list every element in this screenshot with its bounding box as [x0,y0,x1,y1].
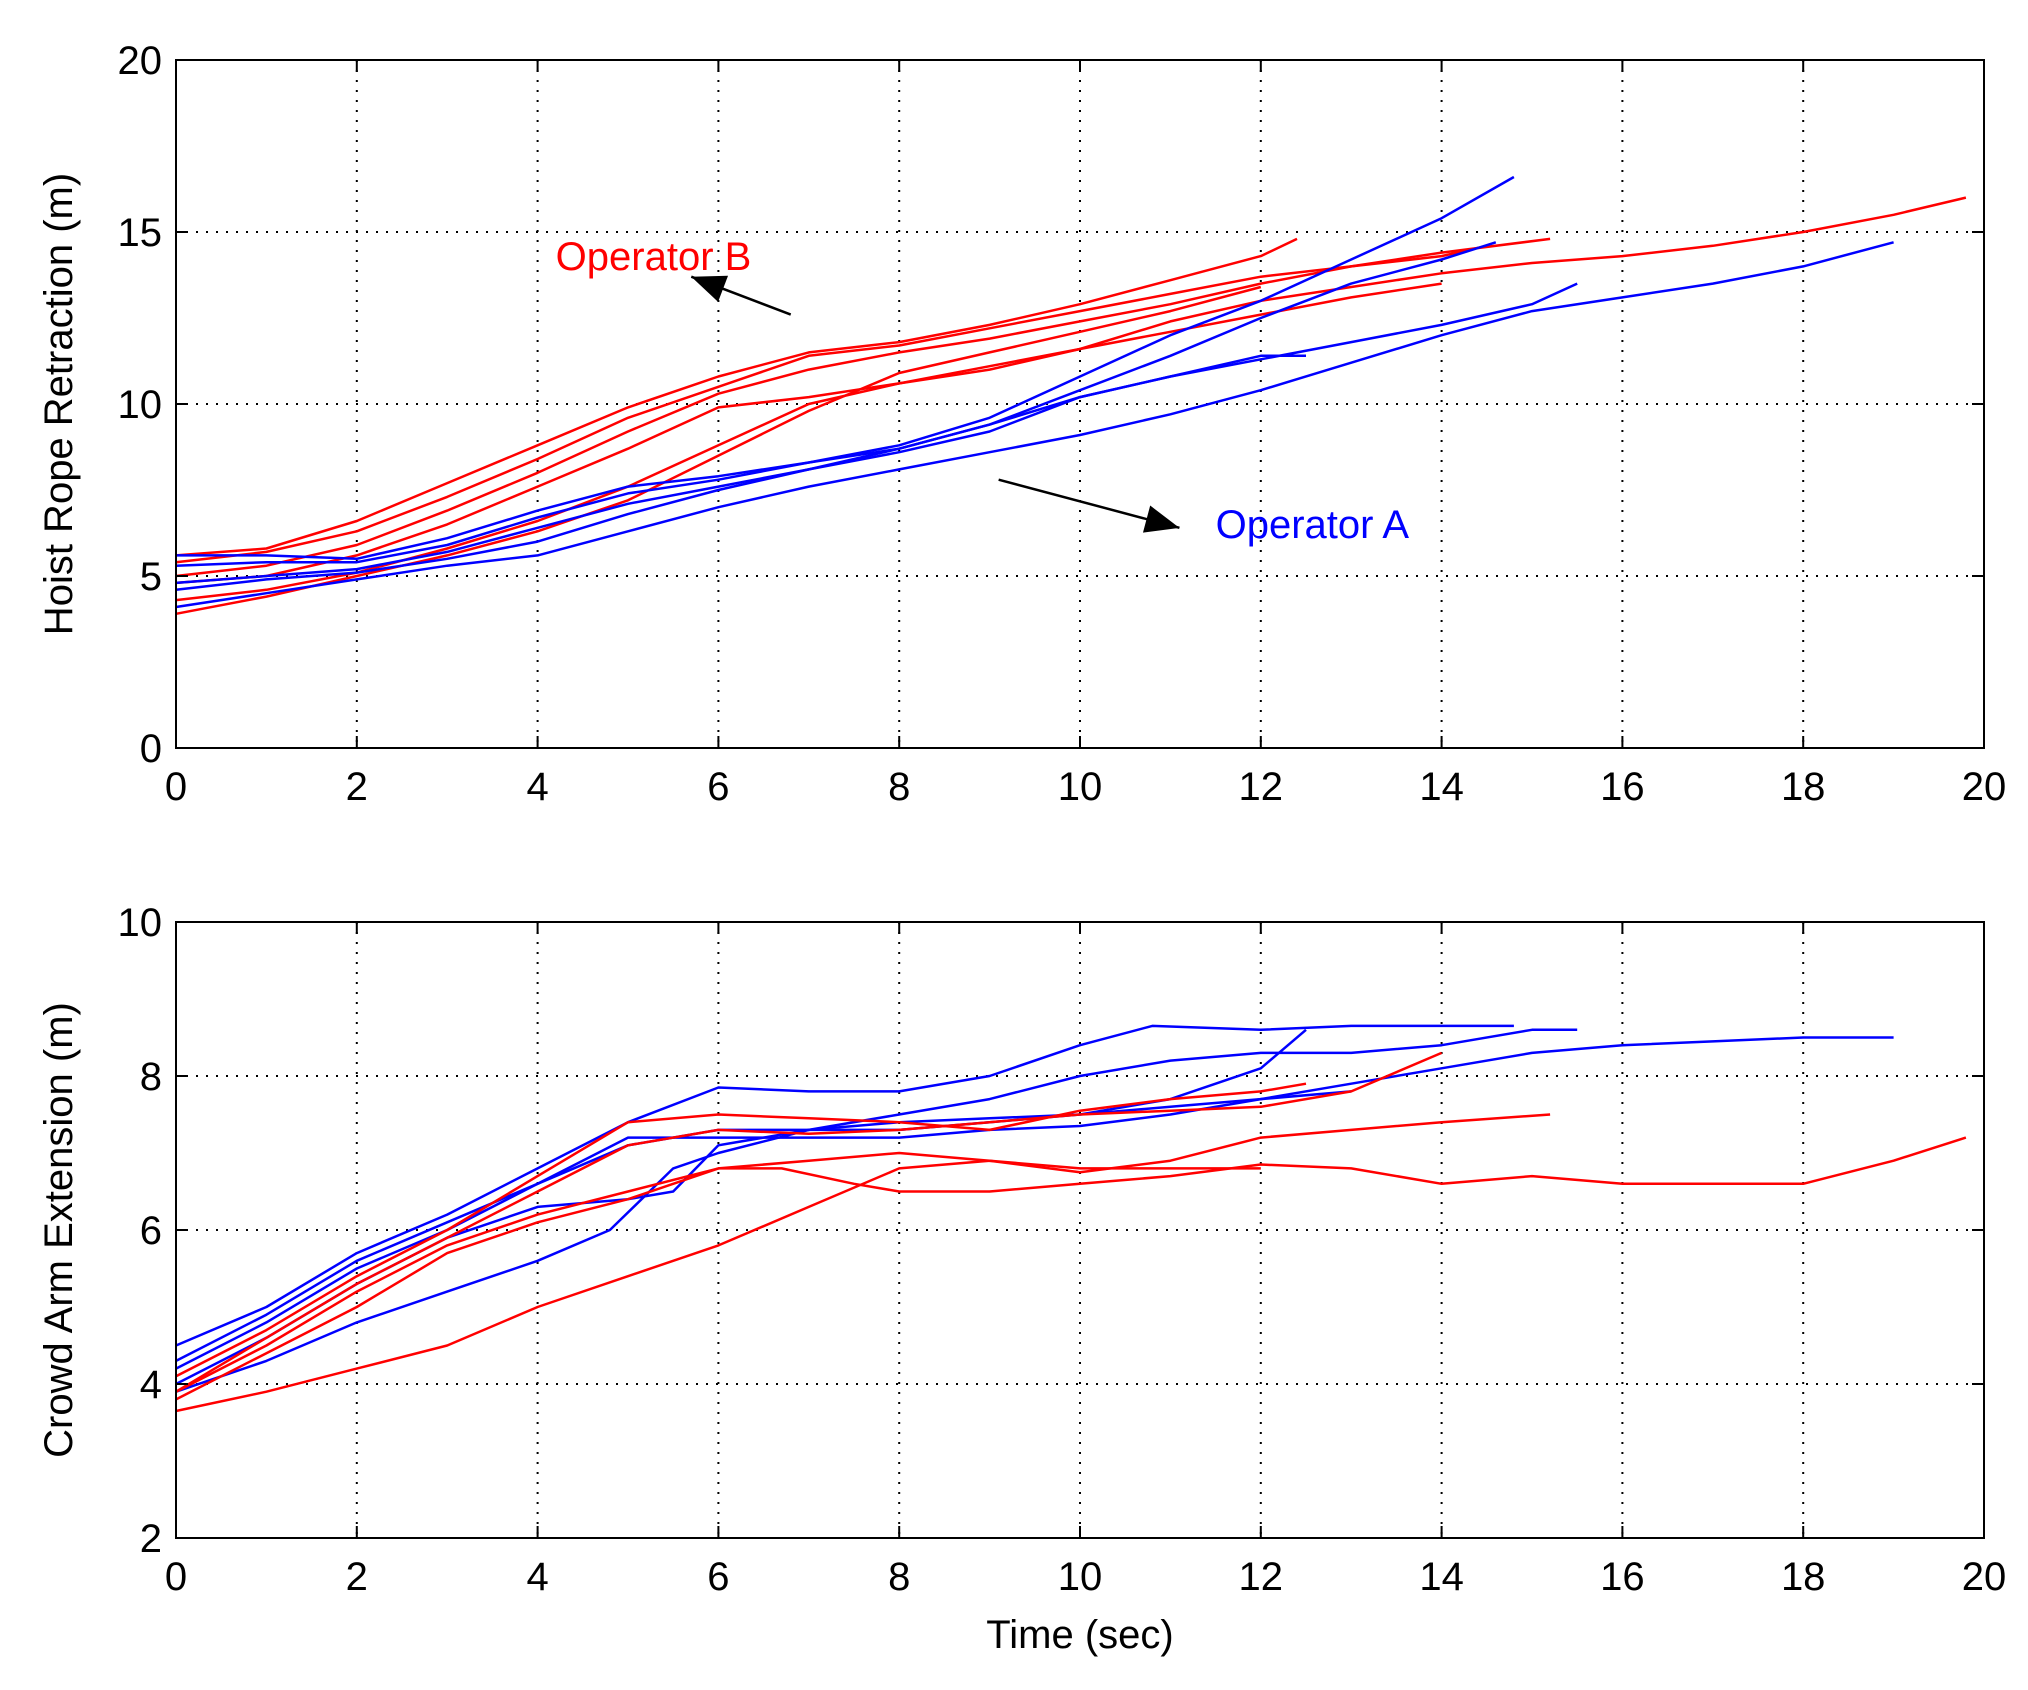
crowd-series-operator-b-2 [175,1051,1443,1393]
time-x-axis-label: Time (sec) [986,1613,1173,1657]
hoist-xtick-label: 12 [1239,765,1284,809]
hoist-y-axis-label: Hoist Rope Retraction (m) [37,173,81,635]
hoist-series-operator-b-2 [175,244,1488,564]
crowd-xtick-label: 14 [1419,1555,1464,1599]
hoist-series-operator-a-4 [175,354,1306,592]
crowd-xtick-label: 10 [1058,1555,1103,1599]
hoist-series-operator-a-3 [175,282,1578,585]
hoist-series-operator-b-1 [175,237,1298,557]
annotation-arrow-head [1142,505,1180,533]
hoist-xtick-label: 14 [1419,765,1464,809]
hoist-ytick-label: 5 [140,555,162,599]
hoist-ytick-label: 10 [118,383,163,427]
hoist-xtick-label: 0 [165,765,187,809]
operator-a-arrow [998,478,1180,533]
crowd-xtick-label: 0 [165,1555,187,1599]
crowd-series-operator-b-5 [175,1159,1261,1413]
hoist-ytick-label: 0 [140,727,162,771]
crowd-ytick-label: 8 [140,1055,162,1099]
hoist-xtick-label: 8 [888,765,910,809]
hoist-xtick-label: 18 [1781,765,1826,809]
crowd-ytick-label: 10 [118,901,163,945]
hoist-xtick-label: 20 [1962,765,2007,809]
crowd-series-operator-a-5 [175,1090,1352,1393]
crowd-series-operator-b-1 [175,1082,1307,1378]
crowd-series-operator-a-2 [175,1028,1578,1363]
hoist-annotations: Operator B Operator A [556,235,1410,547]
crowd-ytick-label: 4 [140,1363,162,1407]
crowd-xtick-label: 16 [1600,1555,1645,1599]
crowd-series-operator-b-3 [175,1113,1551,1393]
crowd-ytick-label: 6 [140,1209,162,1253]
crowd-plot-grid [176,922,1984,1538]
hoist-rope-plot: 0 2 4 6 8 10 12 14 16 18 20 0 5 10 15 20 Hoist Rope Ret… [37,39,2006,809]
hoist-xtick-label: 2 [346,765,368,809]
crowd-xtick-label: 2 [346,1555,368,1599]
hoist-ytick-label: 20 [118,39,163,83]
operator-b-label: Operator B [556,235,752,279]
crowd-xtick-label: 4 [526,1555,548,1599]
hoist-series-operator-b-3 [175,237,1551,578]
hoist-xtick-label: 6 [707,765,729,809]
crowd-ytick-label: 2 [140,1517,162,1561]
crowd-series-operator-b-4 [175,1136,1967,1401]
crowd-xtick-label: 20 [1962,1555,2007,1599]
crowd-plot-series [175,1024,1967,1413]
hoist-series-operator-a-1 [176,175,1515,561]
hoist-plot-ticks: 0 2 4 6 8 10 12 14 16 18 20 0 5 10 15 20 [118,39,2007,809]
hoist-xtick-label: 10 [1058,765,1103,809]
hoist-series-operator-b-6 [175,285,1262,616]
crowd-xtick-label: 18 [1781,1555,1826,1599]
annotation-arrow-head [691,275,729,302]
operator-b-arrow [690,275,792,316]
hoist-series-operator-a-2 [175,241,1497,567]
hoist-plot-grid [176,60,1984,748]
hoist-plot-series [175,175,1967,616]
hoist-xtick-label: 4 [526,765,548,809]
crowd-xtick-label: 8 [888,1555,910,1599]
hoist-xtick-label: 16 [1600,765,1645,809]
crowd-y-axis-label: Crowd Arm Extension (m) [37,1002,81,1458]
operator-a-label: Operator A [1216,503,1410,547]
crowd-xtick-label: 12 [1239,1555,1284,1599]
hoist-ytick-label: 15 [118,211,163,255]
crowd-series-operator-a-1 [175,1024,1514,1347]
crowd-xtick-label: 6 [707,1555,729,1599]
hoist-series-operator-a-5 [175,241,1894,609]
